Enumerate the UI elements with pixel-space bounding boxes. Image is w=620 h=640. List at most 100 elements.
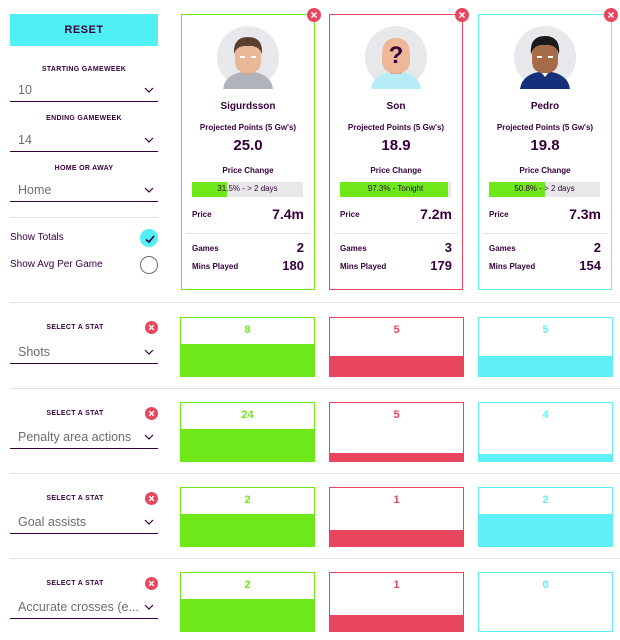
home-away-value: Home bbox=[18, 183, 52, 197]
stat-box: 5 bbox=[478, 317, 613, 377]
stat-box: 2 bbox=[180, 487, 315, 547]
stat-select-value: Accurate crosses (e... bbox=[18, 600, 139, 614]
mins-played-label: Mins Played bbox=[340, 262, 387, 271]
home-away-label: HOME OR AWAY bbox=[54, 165, 114, 172]
projected-points-label: Projected Points (5 Gw's) bbox=[199, 123, 297, 132]
stat-box: 5 bbox=[329, 402, 464, 462]
divider bbox=[10, 388, 620, 389]
show-avg-label: Show Avg Per Game bbox=[10, 259, 103, 270]
chevron-down-icon bbox=[144, 187, 154, 193]
stat-select-value: Penalty area actions bbox=[18, 430, 132, 444]
stat-bar bbox=[330, 529, 463, 546]
stat-bar bbox=[181, 429, 314, 461]
stat-bar bbox=[181, 514, 314, 546]
home-away-select[interactable]: Home bbox=[10, 180, 158, 202]
price-change-fill bbox=[489, 182, 546, 197]
close-icon[interactable] bbox=[455, 8, 469, 22]
price-change-bar: 50.8% - > 2 days bbox=[489, 182, 600, 197]
stat-select[interactable]: Accurate crosses (e... bbox=[10, 597, 158, 619]
divider bbox=[10, 217, 158, 218]
price-change-text: 97.3% - Tonight bbox=[367, 184, 424, 193]
divider bbox=[10, 558, 620, 559]
projected-points-value: 25.0 bbox=[233, 137, 263, 154]
projected-points-value: 19.8 bbox=[530, 137, 560, 154]
close-icon[interactable] bbox=[145, 492, 158, 505]
games-value: 2 bbox=[296, 240, 304, 255]
stat-select-value: Goal assists bbox=[18, 515, 87, 529]
stat-value: 8 bbox=[244, 324, 251, 336]
mins-played-value: 179 bbox=[430, 258, 452, 273]
price-label: Price bbox=[192, 210, 212, 219]
unknown-player-avatar-icon: ? bbox=[365, 26, 427, 89]
stat-select[interactable]: Penalty area actions bbox=[10, 427, 158, 449]
chevron-down-icon bbox=[144, 604, 154, 610]
price-change-text: 31.5% - > 2 days bbox=[217, 184, 278, 193]
player-avatar-icon bbox=[514, 26, 576, 89]
starting-gameweek-value: 10 bbox=[18, 83, 32, 97]
checkmark-icon[interactable] bbox=[140, 229, 158, 247]
projected-points-value: 18.9 bbox=[381, 137, 411, 154]
games-label: Games bbox=[489, 244, 516, 253]
stat-select[interactable]: Shots bbox=[10, 342, 158, 364]
reset-button[interactable]: RESET bbox=[10, 14, 158, 46]
stat-value: 5 bbox=[542, 324, 549, 336]
games-label: Games bbox=[340, 244, 367, 253]
price-change-bar: 31.5% - > 2 days bbox=[192, 182, 303, 197]
price-change-text: 50.8% - > 2 days bbox=[514, 184, 575, 193]
stat-box: 2 bbox=[180, 572, 315, 632]
stat-bar bbox=[479, 454, 612, 461]
games-value: 2 bbox=[593, 240, 601, 255]
chevron-down-icon bbox=[144, 519, 154, 525]
stat-bar bbox=[181, 344, 314, 376]
player-name: Pedro bbox=[530, 101, 560, 112]
mins-played-label: Mins Played bbox=[489, 262, 536, 271]
stat-box: 24 bbox=[180, 402, 315, 462]
close-icon[interactable] bbox=[145, 407, 158, 420]
player-avatar-icon bbox=[217, 26, 279, 89]
player-name: Son bbox=[386, 101, 406, 112]
price-change-label: Price Change bbox=[519, 166, 571, 175]
select-stat-label: SELECT A STAT bbox=[46, 495, 104, 502]
stat-box: 8 bbox=[180, 317, 315, 377]
price-change-bar: 97.3% - Tonight bbox=[340, 182, 451, 197]
select-stat-label: SELECT A STAT bbox=[46, 324, 104, 331]
close-icon[interactable] bbox=[145, 577, 158, 590]
close-icon[interactable] bbox=[307, 8, 321, 22]
stat-box: 4 bbox=[478, 402, 613, 462]
stat-value: 4 bbox=[542, 409, 549, 421]
show-avg-toggle[interactable]: Show Avg Per Game bbox=[10, 256, 158, 274]
stat-value: 2 bbox=[244, 579, 251, 591]
stat-value: 0 bbox=[542, 579, 549, 591]
stat-value: 1 bbox=[393, 494, 400, 506]
divider bbox=[10, 302, 620, 303]
stat-box: 2 bbox=[478, 487, 613, 547]
show-totals-toggle[interactable]: Show Totals bbox=[10, 229, 158, 247]
chevron-down-icon bbox=[144, 434, 154, 440]
ending-gameweek-select[interactable]: 14 bbox=[10, 130, 158, 152]
price-value: 7.2m bbox=[420, 206, 452, 222]
price-change-fill bbox=[340, 182, 448, 197]
divider bbox=[186, 233, 310, 234]
close-icon[interactable] bbox=[145, 321, 158, 334]
show-totals-label: Show Totals bbox=[10, 232, 64, 243]
starting-gameweek-select[interactable]: 10 bbox=[10, 80, 158, 102]
mins-played-value: 154 bbox=[579, 258, 601, 273]
svg-text:?: ? bbox=[389, 42, 404, 69]
stat-bar bbox=[330, 452, 463, 461]
chevron-down-icon bbox=[144, 87, 154, 93]
stat-value: 24 bbox=[241, 409, 254, 421]
stat-bar bbox=[181, 599, 314, 631]
price-label: Price bbox=[489, 210, 509, 219]
stat-select-value: Shots bbox=[18, 345, 50, 359]
mins-played-value: 180 bbox=[282, 258, 304, 273]
projected-points-label: Projected Points (5 Gw's) bbox=[347, 123, 445, 132]
player-card-pedro: Pedro Projected Points (5 Gw's) 19.8 Pri… bbox=[478, 8, 618, 290]
stat-select[interactable]: Goal assists bbox=[10, 512, 158, 534]
radio-empty-icon[interactable] bbox=[140, 256, 158, 274]
games-value: 3 bbox=[444, 240, 452, 255]
close-icon[interactable] bbox=[604, 8, 618, 22]
stat-box: 0 bbox=[478, 572, 613, 632]
price-change-label: Price Change bbox=[222, 166, 274, 175]
divider bbox=[10, 473, 620, 474]
ending-gameweek-label: ENDING GAMEWEEK bbox=[46, 115, 122, 122]
